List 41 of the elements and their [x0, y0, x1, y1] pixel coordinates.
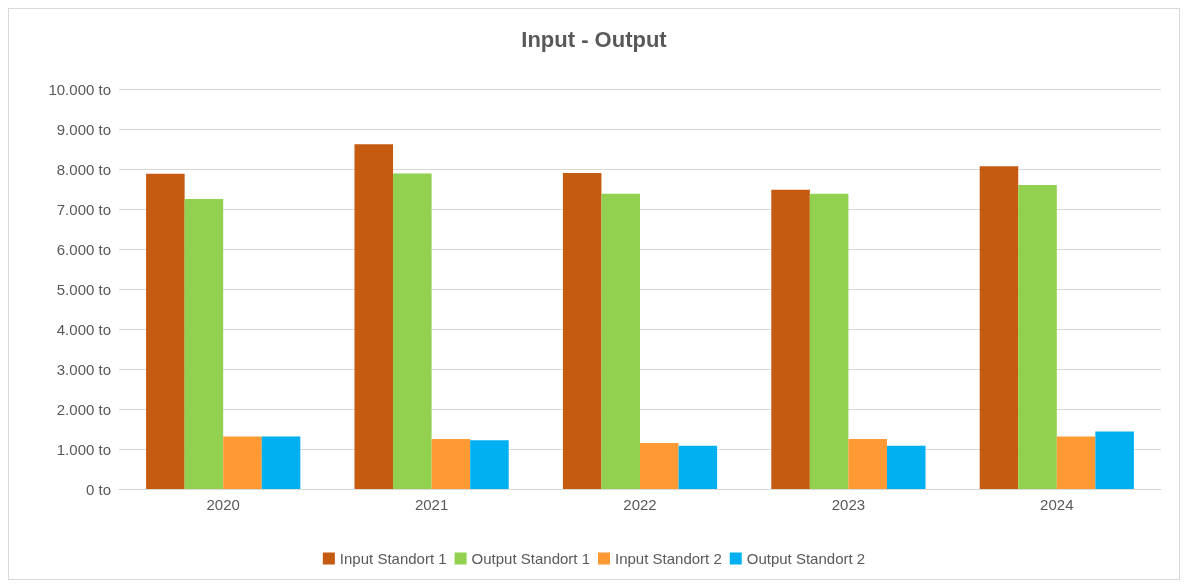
y-tick-label: 3.000 to — [56, 360, 111, 378]
y-tick-label: 4.000 to — [56, 320, 111, 338]
y-tick-label: 2.000 to — [56, 400, 111, 418]
legend-label: Input Standort 1 — [339, 550, 447, 567]
bar — [393, 173, 432, 489]
x-tick-label: 2023 — [831, 496, 866, 513]
x-tick-label: 2020 — [206, 496, 240, 513]
bar — [223, 436, 262, 489]
y-tick-label: 6.000 to — [56, 240, 111, 258]
bar — [470, 440, 509, 489]
x-tick-label: 2022 — [623, 496, 657, 513]
bar — [1018, 185, 1057, 489]
y-tick-label: 7.000 to — [56, 200, 111, 218]
bar — [562, 173, 602, 489]
bar — [848, 439, 887, 489]
y-tick-label: 1.000 to — [56, 440, 111, 458]
y-tick-label: 5.000 to — [56, 280, 111, 298]
legend-label: Output Standort 1 — [471, 550, 591, 567]
bar — [886, 445, 926, 489]
bar — [601, 193, 640, 489]
bar — [1095, 431, 1134, 489]
bar — [431, 439, 471, 489]
legend-label: Output Standort 2 — [746, 550, 866, 567]
y-tick-label: 10.000 to — [48, 80, 111, 98]
bar — [809, 193, 849, 489]
bar — [354, 144, 394, 489]
bar — [146, 173, 185, 489]
bar — [184, 199, 224, 489]
y-tick-label: 0 to — [85, 480, 111, 498]
bar — [979, 166, 1019, 489]
y-tick-label: 9.000 to — [56, 120, 111, 138]
x-tick-label: 2024 — [1040, 496, 1074, 513]
legend-label: Input Standort 2 — [615, 550, 722, 567]
chart-title: Input - Output — [521, 26, 668, 52]
bar — [261, 436, 301, 489]
bar — [640, 443, 679, 489]
x-tick-label: 2021 — [414, 496, 449, 513]
bar — [678, 445, 718, 489]
y-tick-label: 8.000 to — [56, 160, 111, 178]
bar — [771, 189, 810, 489]
bar — [1056, 436, 1096, 489]
